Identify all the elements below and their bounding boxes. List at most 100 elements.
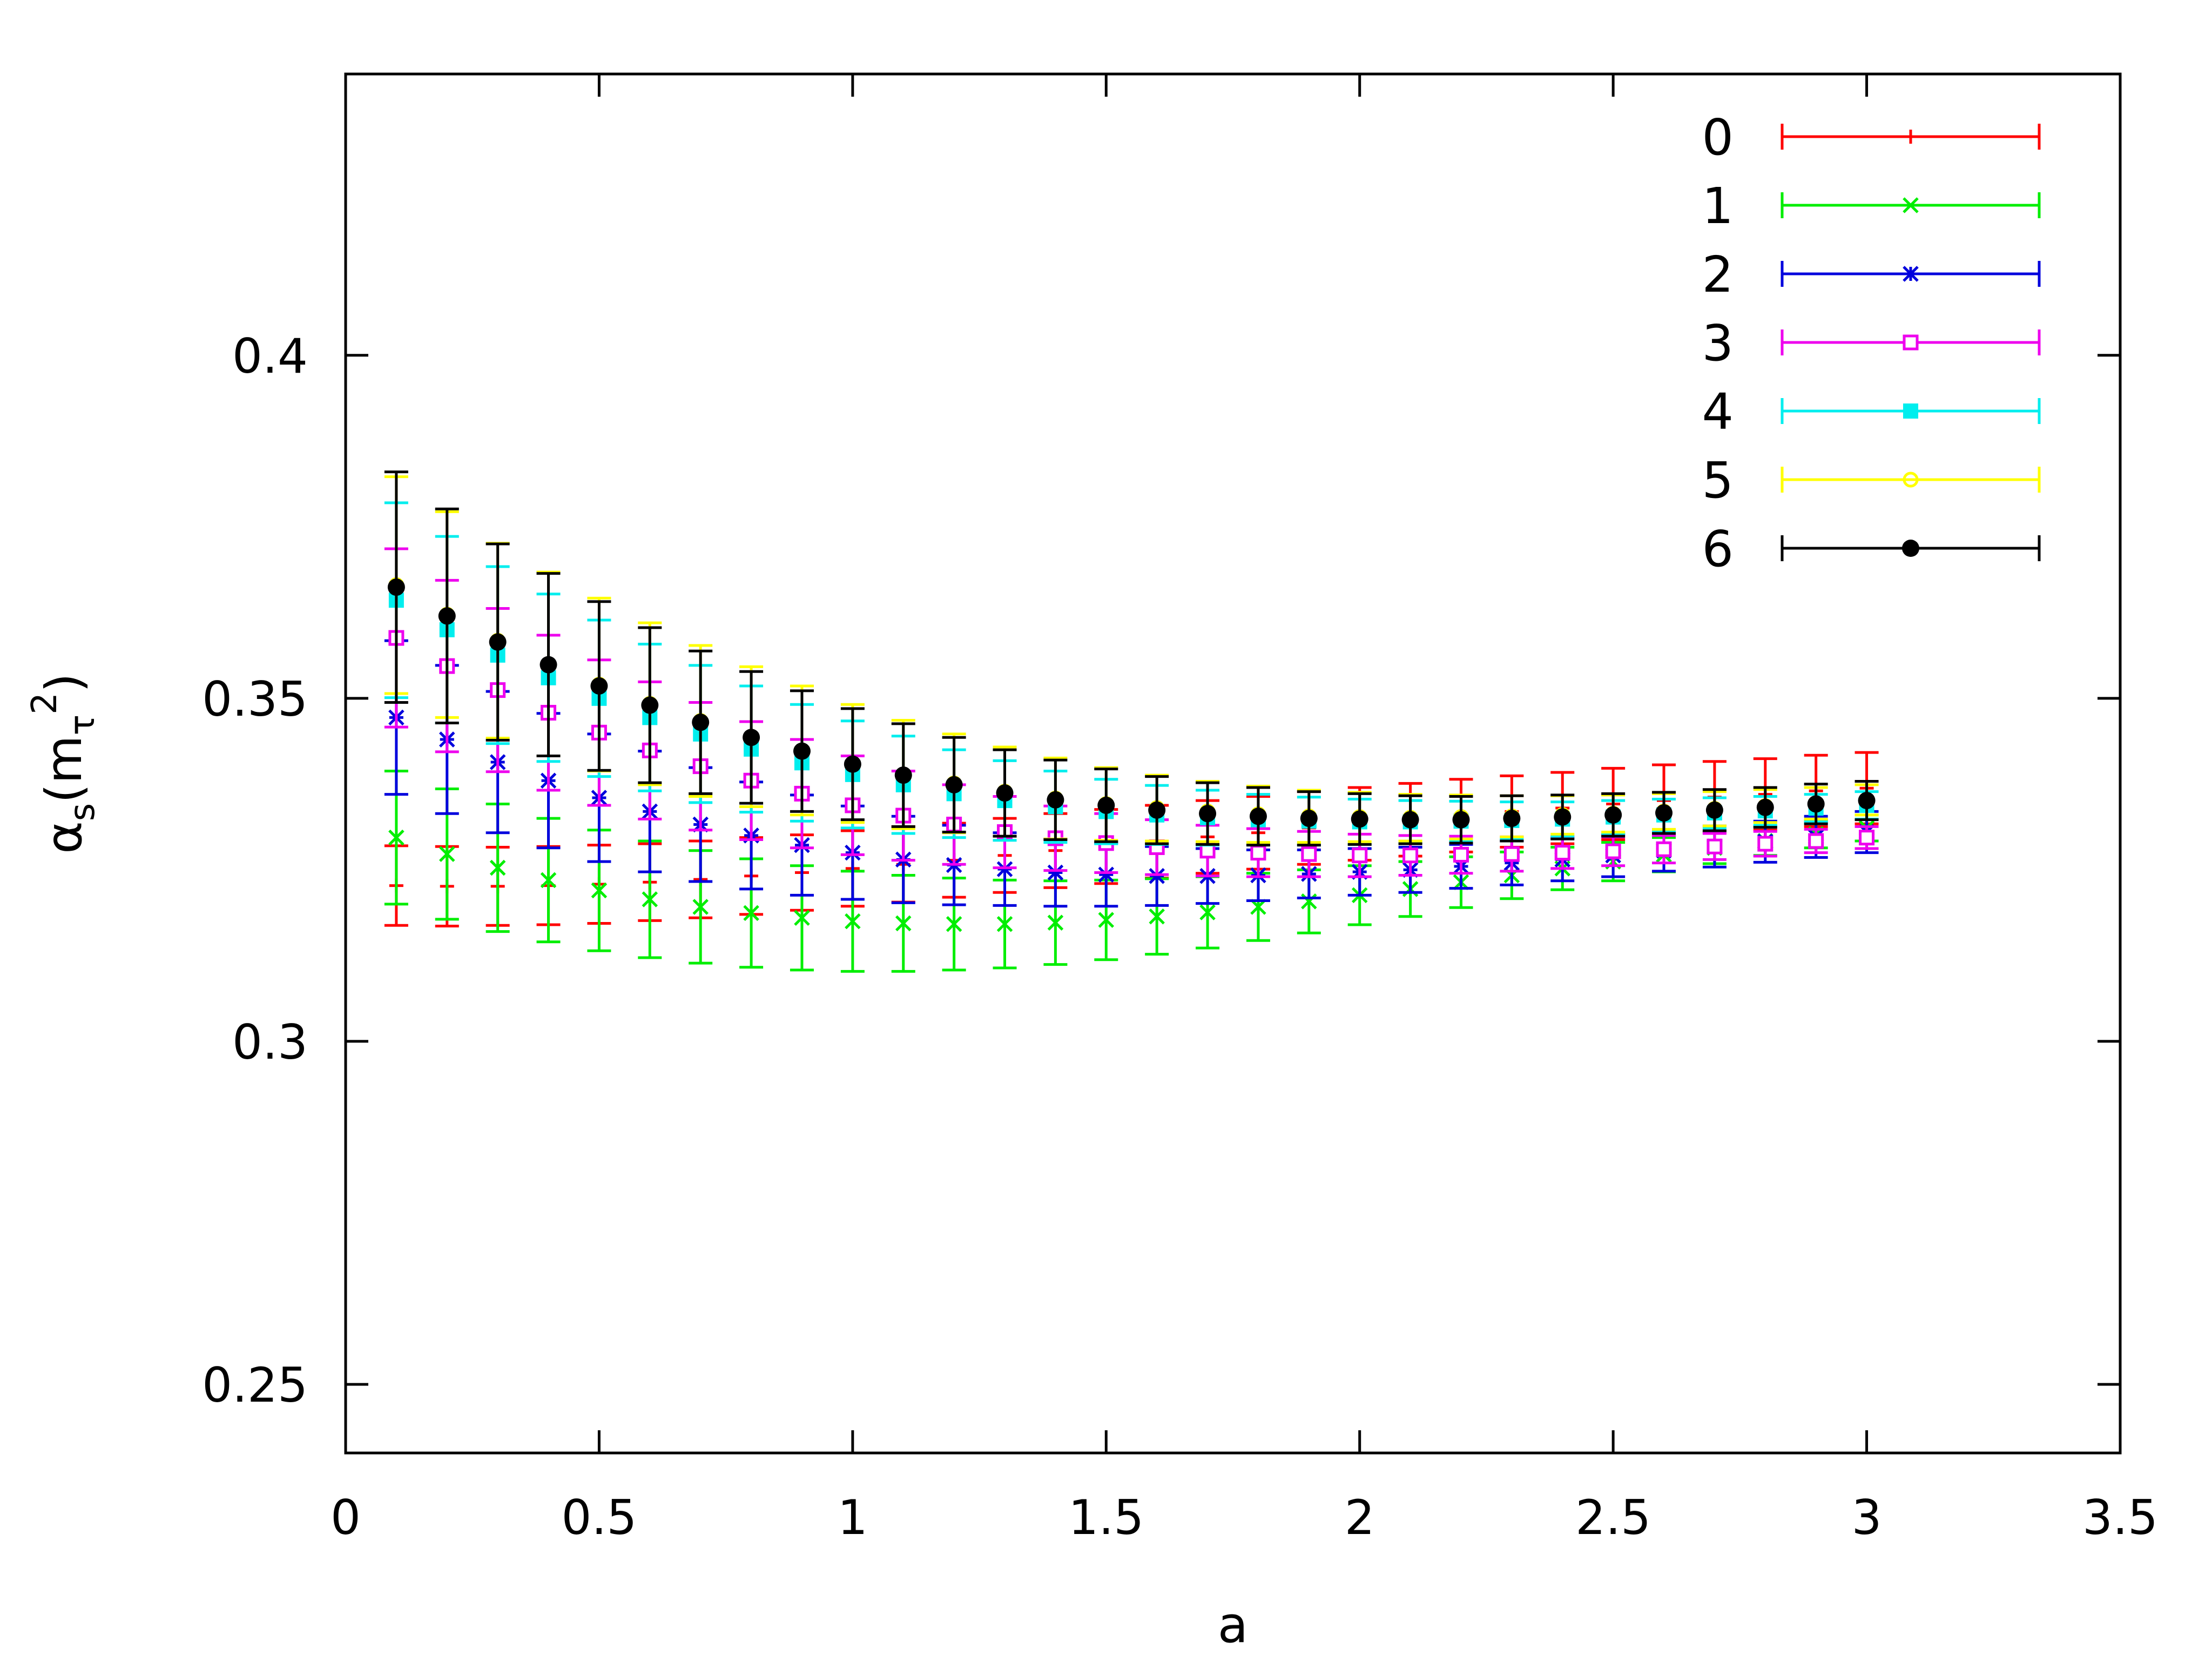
x-tick-label: 0.5 xyxy=(561,1490,637,1545)
data-point xyxy=(743,905,759,921)
data-point xyxy=(1452,811,1470,829)
x-tick-label: 3 xyxy=(1852,1490,1882,1545)
data-point xyxy=(1604,806,1622,824)
data-point xyxy=(1655,804,1673,822)
data-point xyxy=(894,766,912,784)
x-axis-ticks: 0 0.5 1 1.5 2 2.5 3 3.5 xyxy=(331,74,2158,1545)
data-point xyxy=(692,899,709,915)
legend: 0 1 2 3 4 5 6 xyxy=(1702,109,2041,578)
data-point xyxy=(1047,914,1064,931)
data-point xyxy=(438,607,456,625)
data-point xyxy=(1148,801,1166,819)
data-point xyxy=(1757,836,1773,852)
data-point xyxy=(1249,808,1267,825)
legend-entry-5: 5 xyxy=(1702,452,2041,509)
data-point xyxy=(945,776,963,793)
legend-label: 3 xyxy=(1702,314,1734,372)
data-point xyxy=(1503,846,1520,862)
legend-entry-3: 3 xyxy=(1702,314,2041,372)
data-point xyxy=(1199,904,1216,920)
x-tick-label: 2.5 xyxy=(1575,1490,1651,1545)
x-tick-label: 1 xyxy=(838,1490,868,1545)
legend-marker xyxy=(1903,266,1919,282)
data-point xyxy=(641,696,659,714)
legend-entry-2: 2 xyxy=(1702,246,2041,304)
x-tick-label: 2 xyxy=(1345,1490,1375,1545)
data-point xyxy=(539,656,557,674)
data-point xyxy=(1807,795,1825,813)
data-point xyxy=(387,578,405,596)
data-point xyxy=(1453,846,1469,863)
y-axis-title: αs(mτ2) xyxy=(25,673,103,854)
data-point xyxy=(1808,833,1824,849)
legend-label: 1 xyxy=(1702,177,1734,235)
data-point xyxy=(996,784,1014,802)
legend-marker xyxy=(1903,197,1919,213)
data-point xyxy=(743,729,760,746)
data-point xyxy=(845,913,861,930)
data-point xyxy=(1858,792,1876,810)
legend-entry-6: 6 xyxy=(1702,520,2041,578)
data-point xyxy=(1707,838,1723,854)
data-point xyxy=(1250,845,1266,861)
data-point xyxy=(692,714,710,731)
x-tick-label: 1.5 xyxy=(1068,1490,1144,1545)
data-point xyxy=(439,846,455,862)
data-point xyxy=(895,915,912,932)
plot-frame xyxy=(344,72,2122,1455)
legend-marker xyxy=(1903,334,1919,351)
data-point xyxy=(1250,899,1266,915)
data-point xyxy=(1300,810,1318,827)
data-point xyxy=(1199,805,1217,823)
series-layer xyxy=(384,470,1879,973)
legend-marker xyxy=(1903,472,1919,488)
legend-marker xyxy=(1902,540,1919,557)
data-point xyxy=(1605,843,1621,859)
legend-label: 4 xyxy=(1702,383,1734,441)
data-point xyxy=(540,872,557,889)
y-tick-label: 0.25 xyxy=(202,1357,308,1413)
data-point xyxy=(1352,847,1368,864)
data-point xyxy=(1402,847,1419,864)
legend-label: 2 xyxy=(1702,246,1734,304)
data-point xyxy=(591,882,608,899)
legend-entry-0: 0 xyxy=(1702,109,2041,166)
data-point xyxy=(844,755,861,773)
data-point xyxy=(1301,846,1317,862)
y-tick-label: 0.4 xyxy=(232,328,308,384)
data-point xyxy=(794,910,810,926)
data-point xyxy=(388,829,404,846)
data-point xyxy=(1401,811,1419,829)
data-point xyxy=(1705,801,1723,819)
data-point xyxy=(793,742,811,760)
data-point xyxy=(489,633,507,651)
data-point xyxy=(946,916,962,932)
data-point xyxy=(1554,845,1570,861)
data-point xyxy=(1503,810,1521,827)
y-axis-ticks: 0.25 0.3 0.35 0.4 xyxy=(202,328,2120,1413)
y-tick-label: 0.35 xyxy=(202,671,308,727)
data-point xyxy=(1098,912,1115,928)
legend-label: 0 xyxy=(1702,109,1734,166)
x-axis-title: a xyxy=(1218,1596,1248,1654)
data-point xyxy=(1097,796,1115,814)
data-point xyxy=(1859,830,1875,846)
legend-entry-1: 1 xyxy=(1702,177,2041,235)
data-point xyxy=(1554,808,1572,826)
x-tick-label: 3.5 xyxy=(2082,1490,2158,1545)
data-point xyxy=(996,916,1013,932)
data-point xyxy=(642,891,658,907)
data-point xyxy=(590,677,608,695)
legend-marker xyxy=(1904,130,1918,144)
y-tick-label: 0.3 xyxy=(232,1014,308,1070)
legend-marker xyxy=(1903,403,1918,419)
x-tick-label: 0 xyxy=(331,1490,361,1545)
series-6 xyxy=(384,470,1879,847)
data-point xyxy=(489,859,506,876)
legend-label: 6 xyxy=(1702,520,1734,578)
data-point xyxy=(1756,798,1774,816)
data-point xyxy=(1656,841,1672,857)
data-point xyxy=(1149,908,1165,925)
